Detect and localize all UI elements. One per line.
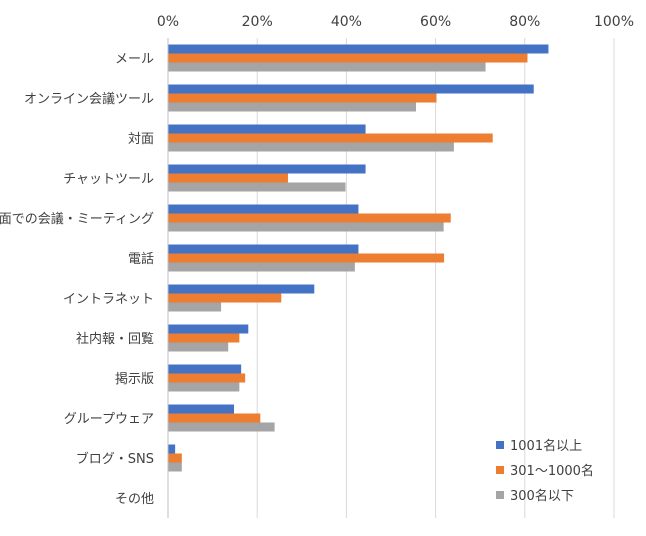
bar — [168, 222, 444, 232]
legend-label: 301～1000名 — [510, 463, 594, 479]
bar — [168, 382, 240, 392]
bar — [168, 84, 534, 94]
bar — [168, 462, 182, 472]
bar — [168, 262, 355, 272]
bar — [168, 213, 451, 223]
bar — [168, 404, 235, 414]
category-label: オンライン会議ツール — [24, 92, 154, 107]
bar — [168, 364, 242, 374]
gridlines — [256, 38, 615, 518]
category-label: イントラネット — [63, 292, 154, 307]
bar — [168, 444, 176, 454]
category-label: グループウェア — [64, 412, 154, 427]
category-label: 電話 — [128, 251, 154, 267]
category-label: 対面 — [128, 132, 154, 147]
bar — [168, 293, 282, 303]
bar — [168, 53, 528, 63]
bar — [168, 124, 366, 134]
bar — [168, 44, 549, 54]
category-label: メール — [115, 52, 154, 67]
bar — [168, 133, 493, 143]
x-tick-label: 20% — [242, 14, 273, 30]
category-label: 掲示版 — [115, 371, 154, 387]
bar — [168, 102, 416, 112]
category-label: その他 — [115, 492, 154, 507]
bar — [168, 373, 246, 383]
bar — [168, 453, 182, 463]
bar — [168, 93, 437, 103]
legend-swatch — [496, 491, 504, 499]
bar — [168, 413, 261, 423]
bar — [168, 302, 222, 312]
category-label: チャットツール — [63, 172, 154, 187]
x-tick-label: 40% — [331, 14, 362, 30]
bar — [168, 342, 229, 352]
bar — [168, 164, 366, 174]
category-label: 対面での会議・ミーティング — [0, 212, 154, 227]
bars — [168, 44, 549, 472]
bar — [168, 284, 315, 294]
bar — [168, 324, 249, 334]
category-label: 社内報・回覧 — [76, 331, 154, 347]
bar — [168, 253, 445, 263]
legend-swatch — [496, 466, 504, 474]
x-tick-label: 100% — [594, 14, 634, 30]
bar — [168, 142, 454, 152]
x-tick-label: 60% — [420, 14, 451, 30]
category-label: ブログ・SNS — [76, 451, 154, 467]
x-tick-label: 0% — [157, 14, 179, 30]
bar — [168, 173, 288, 183]
legend-swatch — [496, 441, 504, 449]
bar — [168, 333, 240, 343]
legend: 1001名以上 301～1000名 300名以下 — [496, 438, 594, 504]
axes: 0% 20% 40% 60% 80% 100% メールオンライン会議ツール対面チャットツール… — [0, 14, 634, 518]
bar — [168, 182, 346, 192]
bar — [168, 244, 359, 254]
x-tick-label: 80% — [509, 14, 540, 30]
legend-label: 300名以下 — [510, 488, 574, 504]
bar — [168, 62, 486, 72]
bar — [168, 204, 359, 214]
bar — [168, 422, 275, 432]
legend-label: 1001名以上 — [510, 438, 582, 454]
